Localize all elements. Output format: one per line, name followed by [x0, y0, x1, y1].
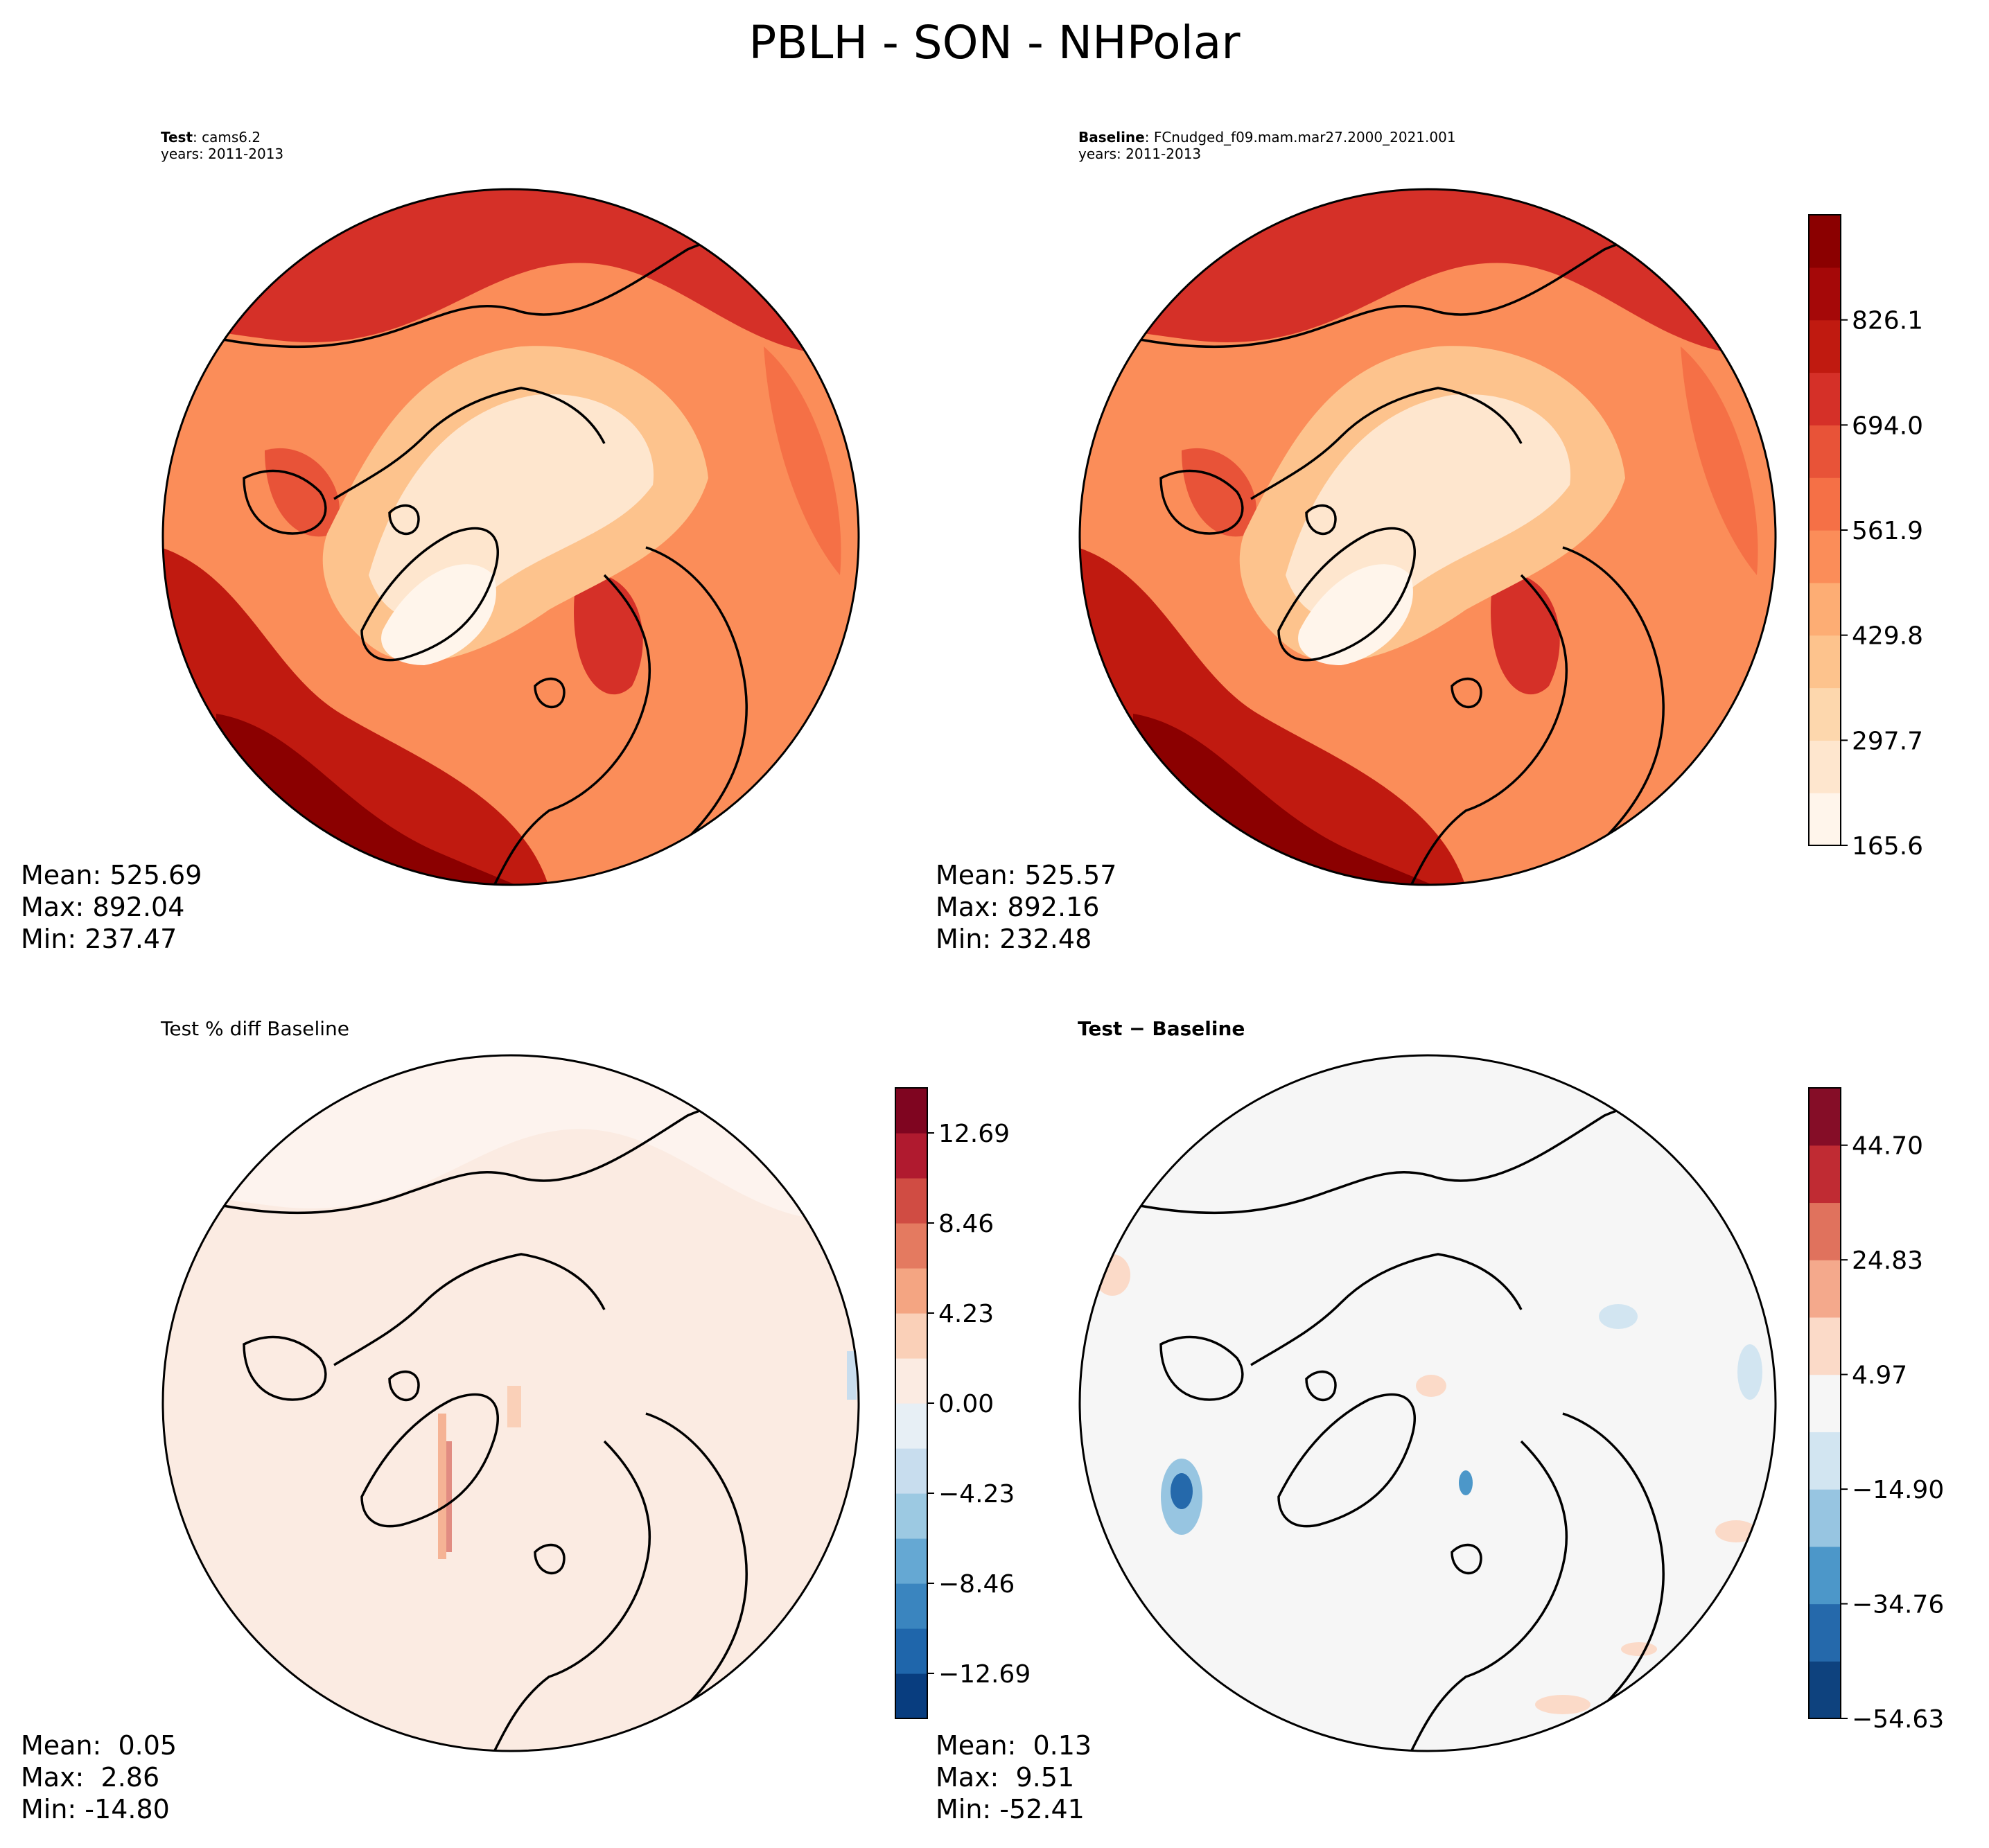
pctdiff-colorbar: −12.69 −8.46 −4.23 0.00 4.23 8.46 12.69: [895, 1087, 1031, 1719]
diff-mean: Mean: 0.13: [936, 1730, 1092, 1761]
pctdiff-mean: Mean: 0.05: [21, 1730, 177, 1761]
main-colorbar-segment: [1809, 582, 1841, 636]
baseline-years: years: 2011-2013: [1078, 146, 1202, 162]
pctdiff-colorbar-tick-label: 8.46: [938, 1210, 994, 1238]
pctdiff-colorbar-segment: [895, 1268, 927, 1314]
main-colorbar-tick-label: 694.0: [1852, 412, 1923, 440]
baseline-label-bold: Baseline: [1078, 129, 1145, 146]
diff-colorbar: −54.63 −34.76 −14.90 4.97 24.83 44.70: [1808, 1087, 1944, 1734]
pctdiff-colorbar-segment: [895, 1178, 927, 1224]
figure-title: PBLH - SON - NHPolar: [748, 16, 1241, 69]
main-colorbar-segment: [1809, 530, 1841, 583]
diff-colorbar-segment: [1809, 1603, 1841, 1662]
main-colorbar-tick-label: 297.7: [1852, 727, 1923, 755]
pctdiff-colorbar-tick-label: 4.23: [938, 1300, 994, 1328]
baseline-mean: Mean: 525.57: [936, 860, 1117, 890]
diff-colorbar-tick-label: −54.63: [1852, 1705, 1944, 1734]
pctdiff-map: [161, 1054, 860, 1752]
baseline-panel-title: Baseline: FCnudged_f09.mam.mar27.2000_20…: [1078, 129, 1456, 162]
main-colorbar-segment: [1809, 740, 1841, 793]
main-colorbar-segment: [1809, 319, 1841, 373]
diff-colorbar-segment: [1809, 1374, 1841, 1432]
pctdiff-colorbar-segment: [895, 1223, 927, 1269]
pctdiff-colorbar-tick-label: −8.46: [938, 1570, 1015, 1599]
pctdiff-colorbar-segment: [895, 1133, 927, 1179]
pctdiff-colorbar-segment: [895, 1538, 927, 1584]
pctdiff-colorbar-segment: [895, 1313, 927, 1359]
test-field: [163, 189, 859, 885]
diff-colorbar-tick-label: 4.97: [1852, 1362, 1907, 1390]
pctdiff-min: Min: -14.80: [21, 1794, 170, 1824]
diff-min: Min: -52.41: [936, 1794, 1085, 1824]
main-colorbar-tick-label: 826.1: [1852, 307, 1923, 335]
test-years: years: 2011-2013: [161, 146, 284, 162]
pctdiff-colorbar-segment: [895, 1448, 927, 1494]
pctdiff-panel-title: Test % diff Baseline: [161, 1017, 350, 1040]
pctdiff-colorbar-tick-label: −4.23: [938, 1480, 1015, 1508]
diff-colorbar-tick-label: 24.83: [1852, 1247, 1923, 1275]
main-colorbar-segment: [1809, 215, 1841, 268]
diff-colorbar-frame: [1808, 1087, 1841, 1719]
pctdiff-field: [163, 1055, 859, 1751]
baseline-stats: Mean: 525.57 Max: 892.16 Min: 232.48: [936, 859, 1116, 955]
pctdiff-colorbar-tick-label: 0.00: [938, 1390, 994, 1418]
diff-max: Max: 9.51: [936, 1762, 1075, 1793]
test-max: Max: 892.04: [21, 892, 185, 922]
main-colorbar-segment: [1809, 267, 1841, 321]
diff-colorbar-segment: [1809, 1088, 1841, 1146]
baseline-field: [1080, 189, 1776, 885]
main-colorbar-segment: [1809, 793, 1841, 846]
diff-colorbar-segment: [1809, 1260, 1841, 1318]
test-panel-title: Test: cams6.2 years: 2011-2013: [161, 129, 283, 162]
main-colorbar-tick-label: 165.6: [1852, 832, 1923, 861]
test-min: Min: 237.47: [21, 924, 177, 954]
test-label-bold: Test: [161, 129, 193, 146]
diff-colorbar-segment: [1809, 1661, 1841, 1719]
main-colorbar-segment: [1809, 635, 1841, 689]
diff-panel-title: Test − Baseline: [1078, 1017, 1245, 1040]
diff-colorbar-segment: [1809, 1317, 1841, 1375]
pctdiff-colorbar-segment: [895, 1493, 927, 1539]
pctdiff-colorbar-segment: [895, 1673, 927, 1719]
main-colorbar-tick-label: 561.9: [1852, 517, 1923, 545]
diff-map: [1078, 1054, 1777, 1752]
main-colorbar-segment: [1809, 477, 1841, 531]
diff-field: [1080, 1055, 1776, 1751]
pctdiff-max: Max: 2.86: [21, 1762, 160, 1793]
pctdiff-colorbar-segment: [895, 1628, 927, 1674]
diff-colorbar-segment: [1809, 1546, 1841, 1605]
diff-colorbar-segment: [1809, 1145, 1841, 1204]
pctdiff-stats: Mean: 0.05 Max: 2.86 Min: -14.80: [21, 1730, 177, 1825]
pctdiff-colorbar-segment: [895, 1583, 927, 1629]
diff-stats: Mean: 0.13 Max: 9.51 Min: -52.41: [936, 1730, 1092, 1825]
baseline-min: Min: 232.48: [936, 924, 1092, 954]
main-colorbar: 165.6 297.7 429.8 561.9 694.0 826.1: [1808, 214, 1923, 861]
test-label-rest: : cams6.2: [193, 129, 261, 146]
test-map: [161, 188, 860, 886]
pctdiff-colorbar-tick-label: 12.69: [938, 1120, 1010, 1148]
diff-colorbar-segment: [1809, 1489, 1841, 1547]
main-colorbar-segment: [1809, 425, 1841, 478]
baseline-map: [1078, 188, 1777, 886]
baseline-label-rest: : FCnudged_f09.mam.mar27.2000_2021.001: [1144, 129, 1456, 146]
main-colorbar-segment: [1809, 687, 1841, 741]
pctdiff-colorbar-segment: [895, 1088, 927, 1134]
pctdiff-colorbar-tick-label: −12.69: [938, 1660, 1031, 1689]
diff-colorbar-tick-label: −34.76: [1852, 1591, 1944, 1619]
main-colorbar-segment: [1809, 372, 1841, 425]
main-colorbar-tick-label: 429.8: [1852, 622, 1923, 651]
diff-colorbar-tick-label: −14.90: [1852, 1476, 1944, 1504]
diff-colorbar-tick-label: 44.70: [1852, 1132, 1923, 1161]
test-mean: Mean: 525.69: [21, 860, 202, 890]
test-stats: Mean: 525.69 Max: 892.04 Min: 237.47: [21, 859, 202, 955]
pctdiff-colorbar-segment: [895, 1358, 927, 1404]
baseline-max: Max: 892.16: [936, 892, 1100, 922]
diff-colorbar-segment: [1809, 1432, 1841, 1490]
diff-colorbar-segment: [1809, 1202, 1841, 1260]
pctdiff-colorbar-segment: [895, 1403, 927, 1449]
